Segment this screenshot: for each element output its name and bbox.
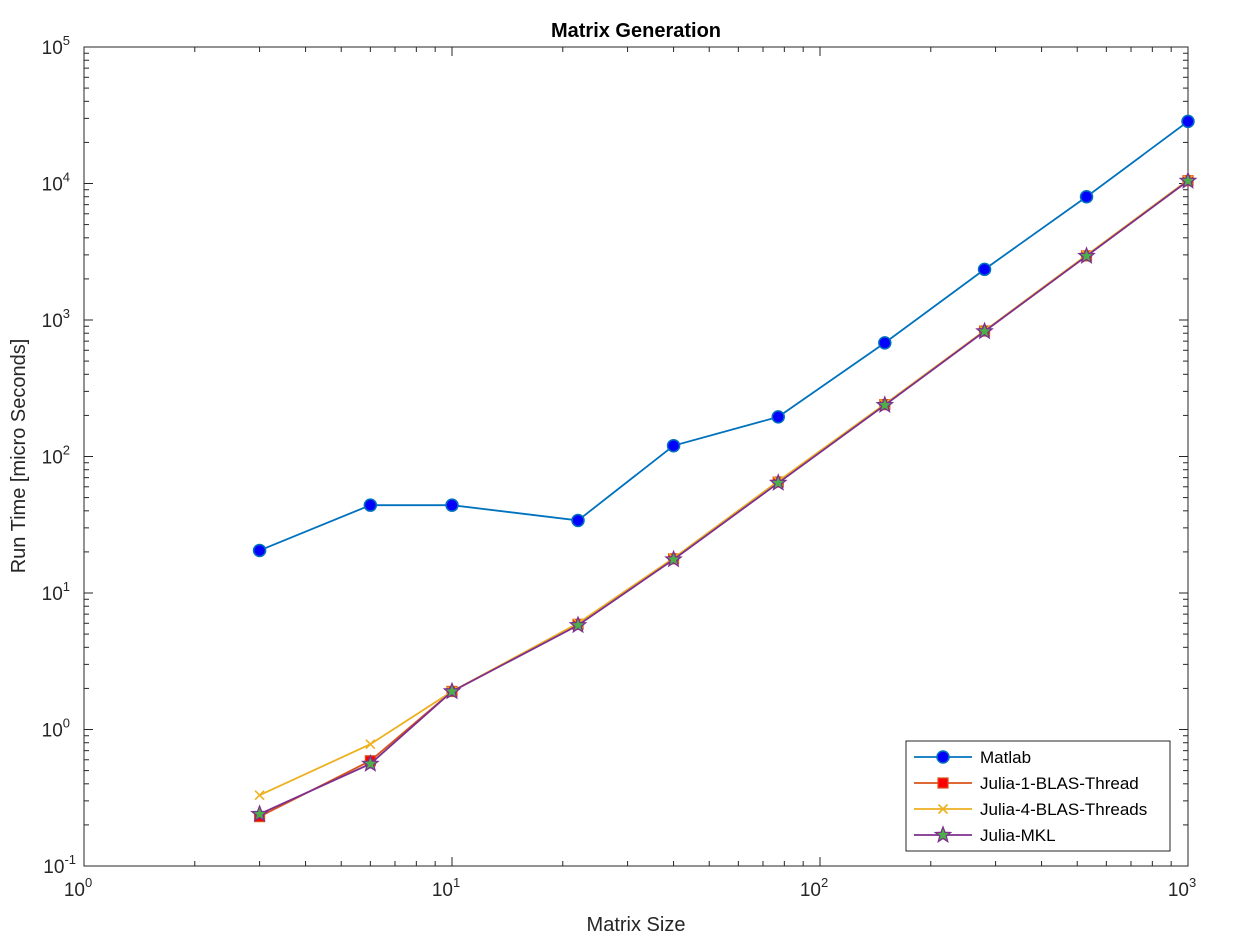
data-point bbox=[771, 410, 785, 424]
y-tick-label-exponent: 0 bbox=[63, 716, 70, 731]
x-tick-label-exponent: 1 bbox=[453, 875, 460, 890]
legend-marker bbox=[937, 803, 949, 815]
y-tick-label: 104 bbox=[42, 170, 70, 196]
y-tick-label-exponent: 1 bbox=[63, 579, 70, 594]
data-point bbox=[1181, 114, 1195, 129]
legend-entry: Julia-4-BLAS-Threads bbox=[914, 800, 1147, 819]
legend-entry: Julia-1-BLAS-Thread bbox=[914, 774, 1139, 793]
data-point bbox=[875, 395, 895, 414]
y-tick-label-base: 10 bbox=[42, 721, 63, 742]
x-tick-label: 103 bbox=[1168, 875, 1196, 901]
data-point bbox=[254, 790, 265, 801]
x-tick-label: 101 bbox=[432, 875, 460, 901]
x-tick-label-base: 10 bbox=[800, 880, 821, 901]
data-point bbox=[975, 321, 994, 340]
data-point bbox=[250, 804, 269, 823]
legend-entry: Julia-MKL bbox=[914, 825, 1056, 845]
data-point bbox=[365, 739, 376, 750]
legend-label: Matlab bbox=[980, 748, 1031, 767]
y-tick-label-base: 10 bbox=[42, 175, 63, 196]
legend-marker bbox=[933, 825, 953, 843]
data-point bbox=[445, 498, 459, 512]
x-tick-label-base: 10 bbox=[1168, 880, 1189, 901]
series-julia-mkl bbox=[250, 171, 1198, 823]
y-tick-label: 101 bbox=[42, 579, 70, 605]
x-tick-label: 100 bbox=[64, 875, 92, 901]
legend-marker bbox=[937, 777, 949, 789]
series-matlab bbox=[252, 114, 1195, 558]
legend: Matlab Julia-1-BLAS-Thread Julia-4-BLAS-Th… bbox=[905, 740, 1171, 852]
y-tick-label-exponent: 2 bbox=[63, 443, 70, 458]
y-tick-label-exponent: 5 bbox=[63, 33, 70, 48]
legend-label: Julia-1-BLAS-Thread bbox=[980, 774, 1139, 793]
y-tick-label-base: 10 bbox=[42, 311, 63, 332]
data-point bbox=[768, 473, 788, 491]
y-tick-label-exponent: 4 bbox=[63, 170, 70, 185]
legend-label: Julia-4-BLAS-Threads bbox=[980, 800, 1147, 819]
y-tick-label-exponent: -1 bbox=[64, 852, 76, 867]
y-tick-label: 10-1 bbox=[43, 852, 76, 878]
y-tick-label-base: 10 bbox=[42, 38, 63, 59]
y-axis-label: Run Time [micro Seconds] bbox=[8, 339, 30, 574]
data-point bbox=[442, 681, 462, 700]
data-point bbox=[666, 438, 681, 453]
x-tick-label-base: 10 bbox=[432, 880, 453, 901]
y-tick-label: 103 bbox=[42, 306, 70, 332]
x-tick-label-base: 10 bbox=[64, 880, 85, 901]
data-point bbox=[977, 262, 992, 277]
x-tick-label: 102 bbox=[800, 875, 828, 901]
chart-title: Matrix Generation bbox=[551, 20, 721, 42]
data-point bbox=[1178, 171, 1198, 189]
y-tick-label: 105 bbox=[42, 33, 70, 59]
legend-entry: Matlab bbox=[914, 748, 1031, 767]
data-point bbox=[664, 549, 683, 568]
y-tick-label: 102 bbox=[42, 443, 70, 469]
x-tick-label-exponent: 2 bbox=[821, 875, 828, 890]
legend-marker bbox=[936, 750, 950, 764]
data-point bbox=[1079, 189, 1094, 204]
data-point bbox=[363, 498, 378, 512]
y-tick-label: 100 bbox=[42, 716, 70, 742]
data-point bbox=[878, 336, 892, 350]
axes-box bbox=[83, 46, 1189, 867]
data-point bbox=[361, 754, 380, 772]
x-axis-label: Matrix Size bbox=[587, 914, 686, 936]
y-tick-label-base: 10 bbox=[43, 857, 64, 878]
data-point bbox=[568, 615, 588, 634]
y-tick-label-exponent: 3 bbox=[63, 306, 70, 321]
data-point bbox=[252, 543, 267, 558]
data-point bbox=[1077, 246, 1096, 265]
data-point bbox=[571, 513, 585, 528]
x-tick-label-exponent: 0 bbox=[85, 875, 92, 890]
legend-label: Julia-MKL bbox=[980, 826, 1056, 845]
series-line bbox=[259, 180, 1189, 815]
y-tick-label-base: 10 bbox=[42, 584, 63, 605]
x-tick-label-exponent: 3 bbox=[1189, 875, 1196, 890]
y-tick-label-base: 10 bbox=[42, 448, 63, 469]
series-line bbox=[259, 120, 1189, 552]
